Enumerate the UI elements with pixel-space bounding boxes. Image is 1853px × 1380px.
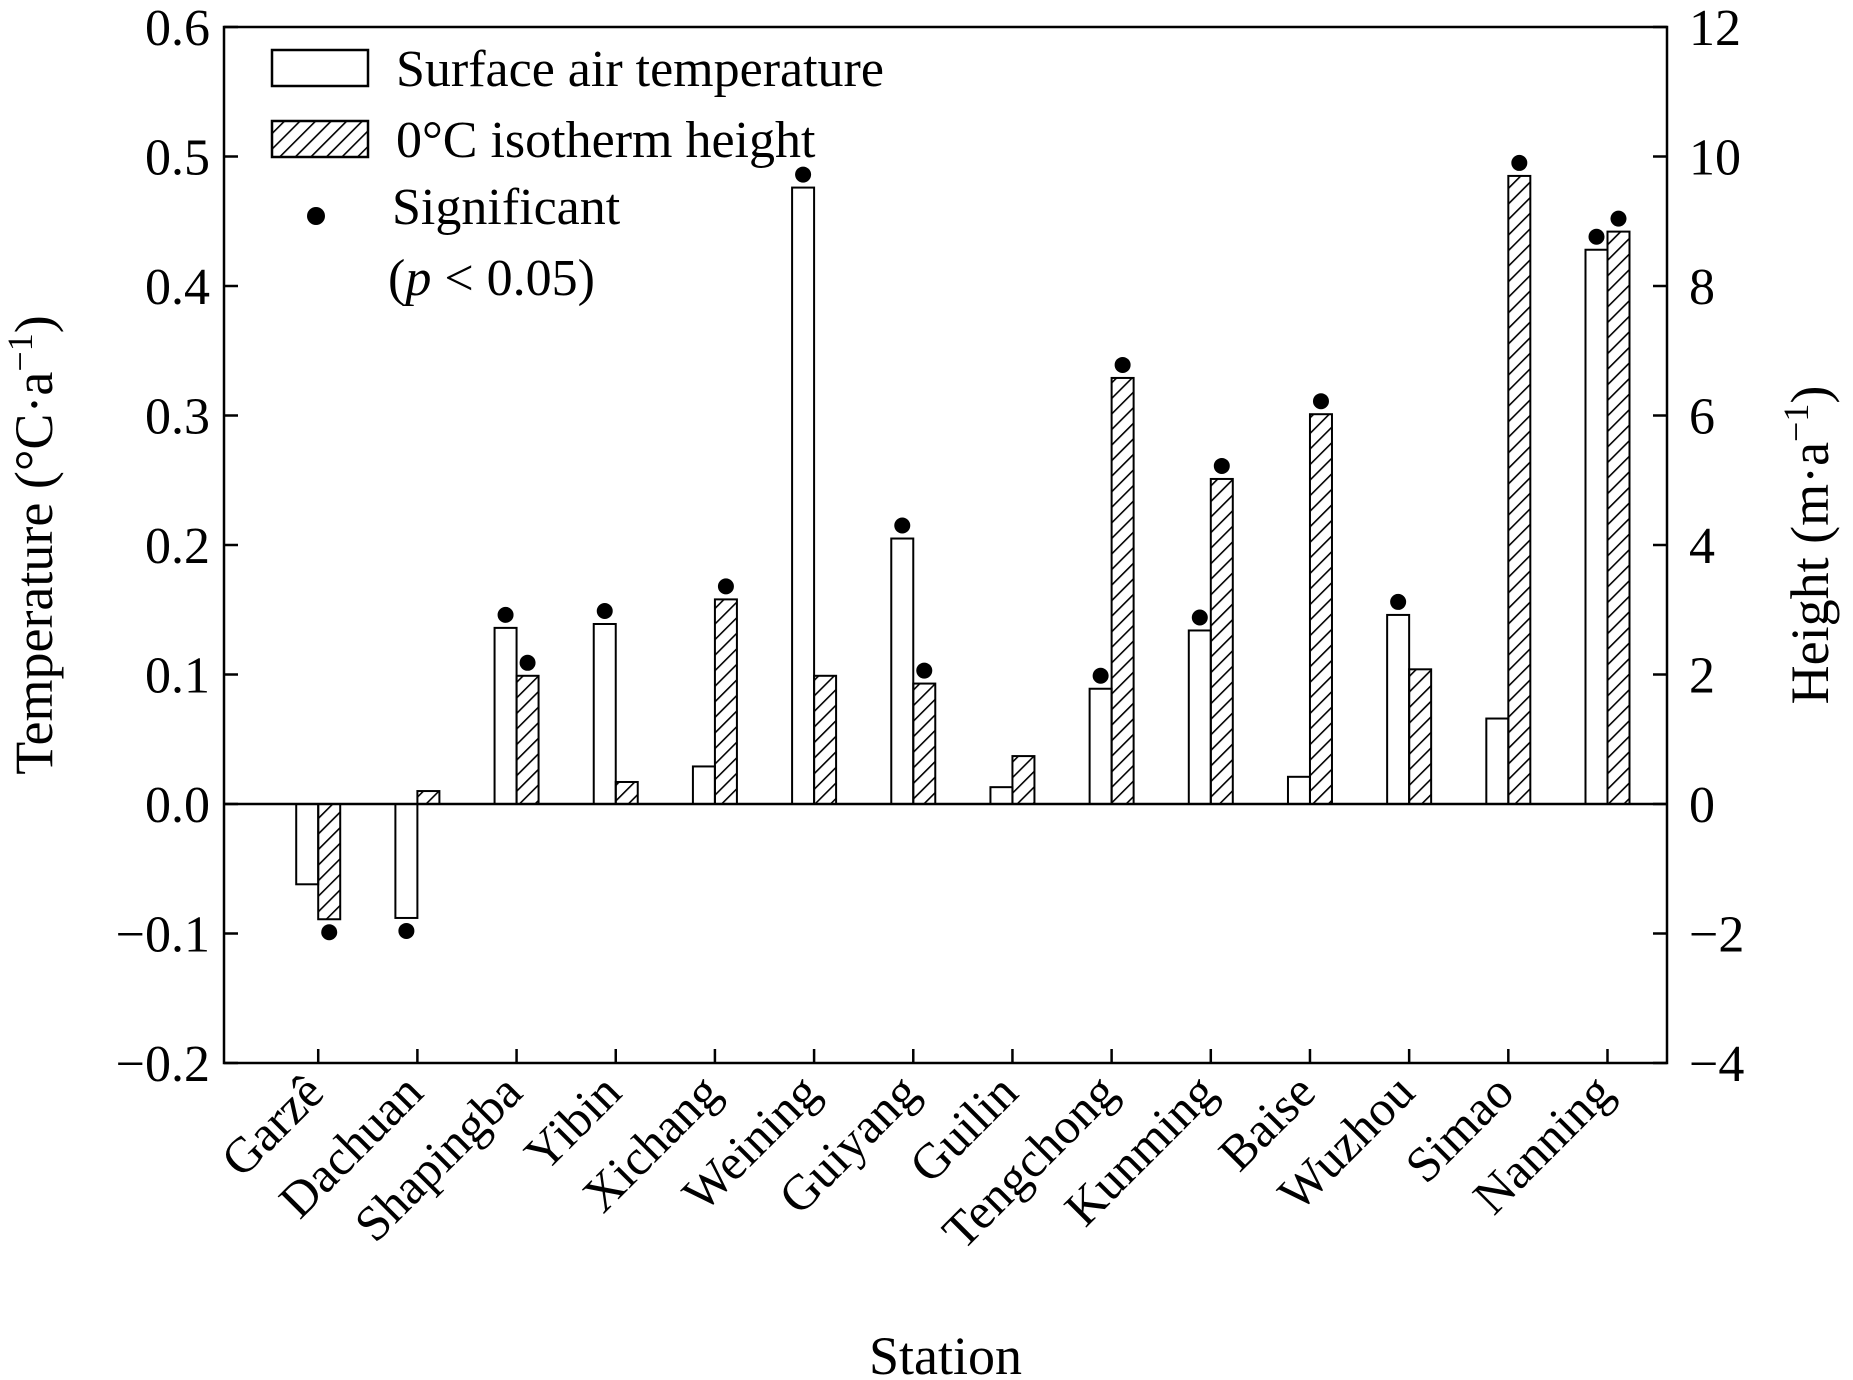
significant-marker-temperature <box>1588 228 1605 245</box>
left-tick-label: −0.2 <box>116 1036 210 1093</box>
legend-label-significant: Significant <box>392 179 621 236</box>
left-tick-label: 0.0 <box>145 777 210 834</box>
bar-isotherm <box>1606 230 1631 806</box>
bar-temperature <box>1386 613 1411 805</box>
bar-isotherm <box>1209 477 1234 805</box>
legend-swatch-isotherm <box>270 119 370 159</box>
significant-marker-isotherm <box>717 578 734 595</box>
significant-marker-temperature <box>795 166 812 183</box>
left-tick-label: 0.5 <box>145 130 210 187</box>
legend-label-isotherm: 0°C isotherm height <box>396 112 816 169</box>
legend-label-pvalue: (p < 0.05) <box>388 250 595 307</box>
legend: Surface air temperature 0°C isotherm heig… <box>270 41 884 307</box>
right-tick-label: −2 <box>1689 907 1744 964</box>
bar-isotherm <box>713 598 738 806</box>
bar-temperature <box>394 803 419 919</box>
left-tick-label: 0.4 <box>145 259 210 316</box>
bar-temperature <box>1187 629 1212 805</box>
bar-temperature <box>691 765 716 806</box>
left-axis-label: Temperature (°C·a−1) <box>0 315 64 774</box>
bar-isotherm <box>1408 668 1433 805</box>
significant-marker-temperature <box>497 606 514 623</box>
significant-marker-isotherm <box>321 924 338 941</box>
bar-temperature <box>1286 775 1311 805</box>
left-tick-label: −0.1 <box>116 907 210 964</box>
bar-isotherm <box>515 674 540 805</box>
right-tick-label: 0 <box>1689 777 1715 834</box>
bar-isotherm <box>1110 376 1135 805</box>
left-tick-label: 0.6 <box>145 0 210 57</box>
bar-isotherm <box>614 780 639 805</box>
bar-isotherm <box>912 682 937 805</box>
left-tick-label: 0.1 <box>145 648 210 705</box>
bar-isotherm <box>813 674 838 805</box>
significant-marker-temperature <box>894 517 911 534</box>
bar-temperature <box>989 786 1014 805</box>
significant-marker-temperature <box>596 602 613 619</box>
left-tick-label: 0.3 <box>145 389 210 446</box>
bar-isotherm <box>416 790 441 805</box>
bar-isotherm <box>317 803 342 921</box>
significant-marker-isotherm <box>916 662 933 679</box>
right-tick-label: 10 <box>1689 130 1741 187</box>
bar-temperature <box>592 622 617 805</box>
right-tick-label: 4 <box>1689 518 1715 575</box>
significant-marker-temperature <box>1092 667 1109 684</box>
bar-isotherm <box>1308 413 1333 805</box>
significant-marker-isotherm <box>1511 154 1528 171</box>
x-axis-label: Station <box>869 1326 1022 1380</box>
significant-marker-isotherm <box>519 654 536 671</box>
right-tick-label: 2 <box>1689 648 1715 705</box>
plot-area <box>295 154 1631 941</box>
right-axis-label: Height (m·a−1) <box>1776 386 1840 705</box>
legend-label-temperature: Surface air temperature <box>396 41 884 98</box>
right-tick-label: 6 <box>1689 389 1715 446</box>
bar-temperature <box>1584 248 1609 806</box>
right-tick-label: −4 <box>1689 1036 1744 1093</box>
bar-temperature <box>1485 717 1510 806</box>
bar-temperature <box>493 626 518 805</box>
bar-isotherm <box>1011 755 1036 806</box>
bar-temperature <box>295 803 320 886</box>
legend-marker-significant <box>307 207 325 225</box>
significant-marker-temperature <box>398 922 415 939</box>
bar-temperature <box>890 537 915 806</box>
right-tick-label: 12 <box>1689 0 1741 57</box>
bar-temperature <box>1088 687 1113 805</box>
significant-marker-isotherm <box>1312 393 1329 410</box>
bar-temperature <box>791 186 816 805</box>
significant-marker-temperature <box>1390 593 1407 610</box>
significant-marker-isotherm <box>1610 210 1627 227</box>
significant-marker-temperature <box>1191 609 1208 626</box>
significant-marker-isotherm <box>1114 356 1131 373</box>
legend-swatch-temperature <box>270 48 370 88</box>
significant-marker-isotherm <box>1213 457 1230 474</box>
left-tick-label: 0.2 <box>145 518 210 575</box>
right-tick-label: 8 <box>1689 259 1715 316</box>
bar-isotherm <box>1507 174 1532 806</box>
